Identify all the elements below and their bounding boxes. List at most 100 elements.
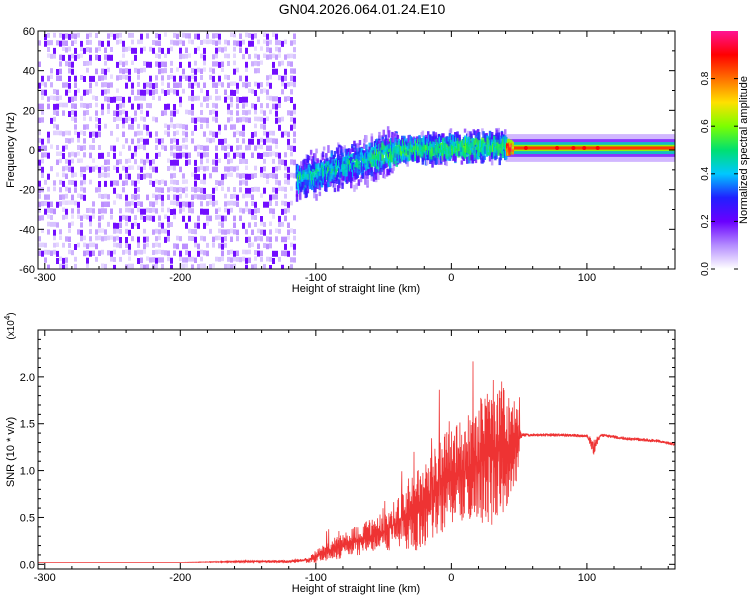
heatmap-cell (306, 185, 310, 194)
heatmap-cell (164, 103, 167, 110)
heatmap-cell (281, 221, 284, 227)
heatmap-cell (179, 152, 182, 159)
heatmap-cell (245, 159, 248, 164)
heatmap-cell (125, 138, 128, 144)
heatmap-cell (251, 229, 254, 235)
heatmap-cell (128, 165, 131, 170)
heatmap-cell (245, 257, 248, 264)
colorbar: 0.00.20.40.60.8 Normalized spectral ampl… (700, 31, 750, 276)
heatmap-cell (482, 131, 485, 138)
heatmap-cell (95, 96, 98, 101)
heatmap-cell (295, 190, 299, 197)
heatmap-cell (65, 186, 68, 192)
heatmap-cell (119, 208, 122, 214)
heatmap-cell (451, 135, 455, 142)
heatmap-cell (89, 103, 92, 108)
heatmap-cell (140, 109, 143, 115)
heatmap-cell (266, 81, 269, 87)
heatmap-cell (137, 89, 140, 95)
heatmap-cell (113, 257, 116, 262)
heatmap-cell (221, 229, 224, 235)
heatmap-cell (128, 145, 131, 151)
heatmap-cell (38, 103, 41, 110)
heatmap-cell (47, 40, 50, 46)
heatmap-cell (185, 75, 188, 81)
heatmap-cell (179, 47, 182, 54)
heatmap-cell (209, 200, 212, 205)
heatmap-cell (298, 171, 301, 176)
heatmap-cell (245, 110, 248, 116)
heatmap-cell (137, 249, 140, 255)
heatmap-cell (173, 159, 176, 166)
heatmap-cell (454, 155, 457, 162)
heatmap-cell (224, 215, 227, 222)
heatmap-cell (290, 264, 293, 269)
heatmap-cell (263, 201, 266, 208)
heatmap-cell (367, 169, 370, 176)
heatmap-cell (158, 61, 161, 68)
heatmap-cell (104, 47, 107, 53)
heatmap-cell (392, 143, 395, 149)
heatmap-cell (233, 90, 236, 96)
heatmap-cell (182, 32, 185, 38)
heatmap-cell (80, 172, 83, 178)
heatmap-cell (185, 109, 188, 115)
heatmap-cell (251, 173, 254, 179)
heatmap-cell (101, 103, 104, 110)
heatmap-cell (95, 68, 98, 75)
heatmap-cell (83, 187, 86, 193)
heatmap-cell (245, 201, 248, 207)
heatmap-cell (143, 228, 146, 234)
heatmap-cell (254, 208, 257, 214)
heatmap-cell (182, 53, 185, 59)
heatmap-cell (212, 166, 215, 173)
heatmap-cell (212, 116, 215, 122)
heatmap-cell (185, 257, 188, 263)
heatmap-cell (227, 40, 230, 46)
heatmap-cell (56, 222, 59, 228)
heatmap-cell (236, 201, 239, 207)
heatmap-cell (62, 54, 65, 61)
heatmap-cell (197, 250, 200, 257)
heatmap-cell (50, 208, 53, 214)
heatmap-cell (206, 152, 209, 158)
heatmap-cell (471, 156, 474, 164)
snr-panel: -300 -200 -100 0 100 0.00.51.01.52.0 Height … (3, 312, 676, 595)
heatmap-cell (155, 152, 158, 159)
heatmap-cell (263, 173, 266, 178)
heatmap-cell (173, 123, 176, 129)
x-tick-label: -200 (169, 572, 191, 584)
heatmap-cell (326, 158, 329, 163)
heatmap-cell (137, 194, 140, 200)
heatmap-cell (152, 250, 155, 255)
heatmap-cell (260, 236, 263, 242)
heatmap-cell (98, 46, 101, 52)
heatmap-cell (74, 187, 77, 193)
heatmap-cell (290, 75, 293, 81)
heatmap-cell (101, 236, 104, 242)
heatmap-cell (131, 180, 134, 186)
heatmap-cell (104, 166, 107, 173)
heatmap-cell (218, 214, 221, 220)
heatmap-cell (173, 152, 176, 159)
heatmap-cell (224, 264, 227, 269)
heatmap-cell (113, 222, 116, 229)
heatmap-cell (239, 187, 242, 193)
heatmap-cell (284, 173, 287, 179)
heatmap-cell (170, 173, 173, 179)
heatmap-cell (131, 89, 134, 95)
heatmap-cell (239, 207, 242, 213)
heatmap-cell (251, 88, 254, 94)
heatmap-cell (215, 186, 218, 191)
heatmap-cell (266, 40, 269, 47)
heatmap-cell (128, 96, 131, 103)
heatmap-cell (387, 169, 391, 176)
heatmap-cell (71, 180, 74, 185)
heatmap-cell (128, 215, 131, 222)
heatmap-cell (203, 47, 206, 54)
heatmap-cell (239, 144, 242, 150)
heatmap-cell (257, 68, 260, 74)
heatmap-cell (206, 145, 209, 151)
heatmap-cell (366, 178, 369, 187)
heatmap-cell (254, 165, 257, 171)
